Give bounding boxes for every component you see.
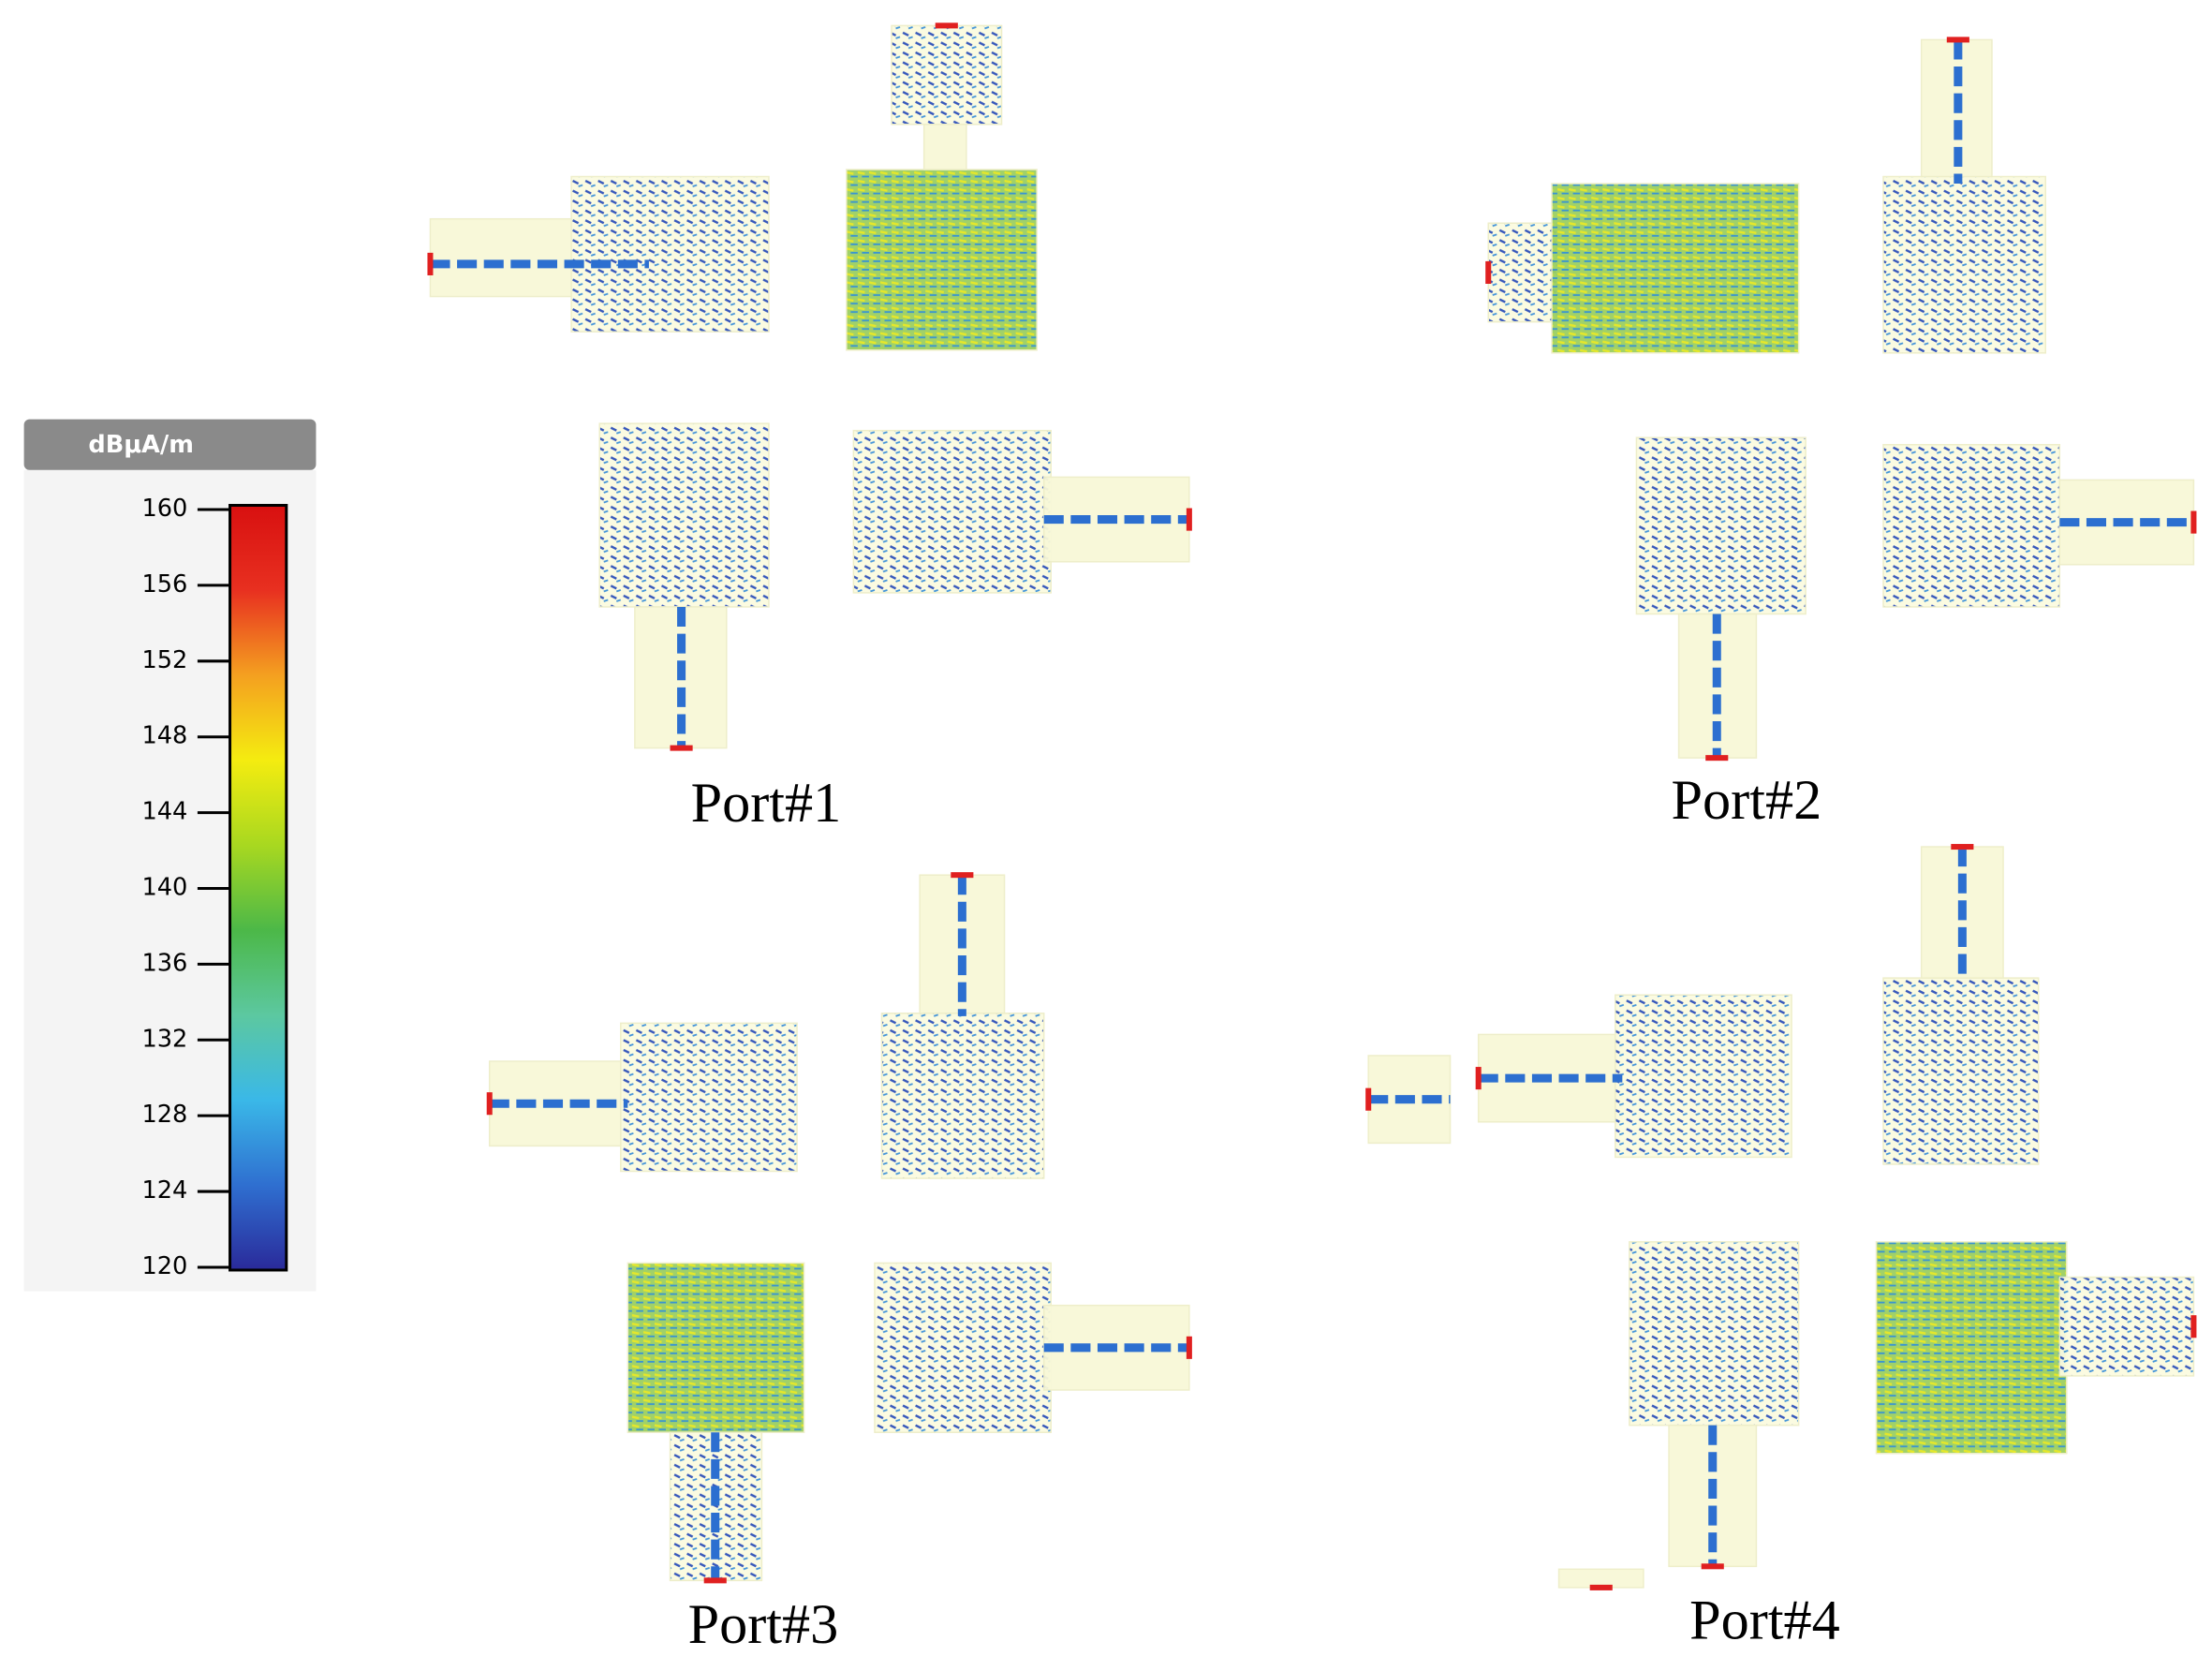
port-marker: [670, 745, 693, 751]
port-marker: [703, 1577, 727, 1584]
port-marker: [2190, 510, 2197, 534]
structure: [1882, 443, 2061, 608]
structure: [1551, 183, 1800, 354]
tick-label: 144: [141, 798, 187, 826]
structure: [1635, 436, 1806, 615]
tick-label: 148: [141, 722, 187, 750]
structure: [1882, 175, 2047, 354]
structure: [922, 124, 967, 170]
port-marker: [935, 22, 958, 29]
port-marker: [1705, 755, 1729, 762]
tick-label: 140: [141, 873, 187, 901]
tick-label: 156: [141, 570, 187, 599]
tick-label: 128: [141, 1101, 187, 1129]
port-marker: [2190, 1315, 2197, 1338]
structure: [874, 1262, 1053, 1433]
structure: [570, 175, 770, 333]
port-label: Port#1: [691, 772, 842, 835]
port-marker: [1946, 37, 1969, 43]
structure: [852, 429, 1053, 594]
colorbar: [229, 504, 288, 1272]
structure: [620, 1022, 798, 1173]
port-marker: [1186, 1336, 1192, 1359]
port-marker: [1589, 1584, 1613, 1590]
port-label: Port#2: [1672, 769, 1822, 832]
structure: [598, 422, 770, 608]
port-marker: [486, 1092, 493, 1116]
tick-label: 132: [141, 1025, 187, 1053]
port-marker: [951, 872, 974, 879]
port-marker: [1365, 1087, 1372, 1111]
structure: [891, 24, 1003, 126]
field-plots: [427, 22, 2197, 1590]
tick-label: 120: [141, 1252, 187, 1280]
structure: [1882, 977, 2040, 1165]
port-marker: [1485, 260, 1492, 285]
structure: [2058, 1276, 2195, 1377]
tick-label: 124: [141, 1176, 187, 1205]
structure: [1629, 1241, 1800, 1427]
port-marker: [1701, 1563, 1724, 1570]
structure: [1615, 994, 1792, 1159]
port-marker: [1475, 1067, 1482, 1090]
structure: [669, 1431, 763, 1582]
structure: [429, 217, 580, 298]
structure: [1487, 222, 1560, 323]
port-marker: [1951, 844, 1974, 850]
port-marker: [427, 252, 434, 275]
port-label: Port#4: [1689, 1589, 1840, 1651]
tick-label: 136: [141, 949, 187, 977]
tick-label: 160: [141, 495, 187, 523]
structure: [846, 169, 1038, 351]
structure: [1875, 1241, 2068, 1455]
colorbar-unit: dBμA/m: [88, 431, 194, 459]
colorbar-header: [23, 419, 317, 470]
port-marker: [1186, 508, 1192, 531]
structure: [880, 1013, 1045, 1179]
structure: [627, 1262, 805, 1433]
tick-label: 152: [141, 646, 187, 674]
port-label: Port#3: [688, 1593, 839, 1656]
